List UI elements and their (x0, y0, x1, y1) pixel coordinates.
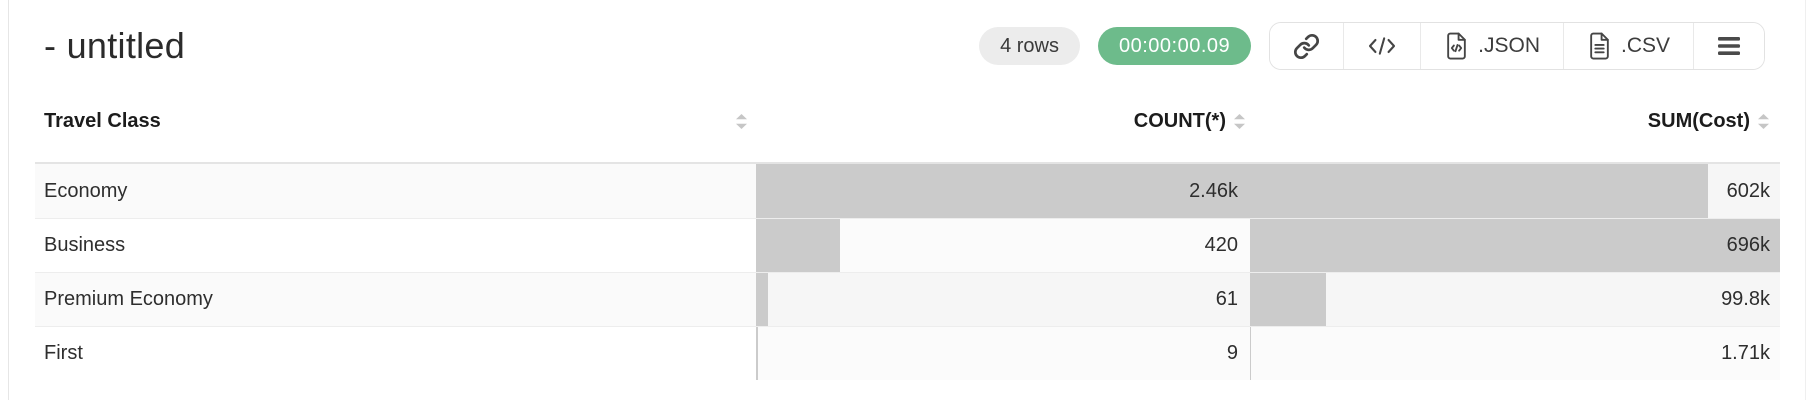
cell-sum-cost[interactable]: 602k (1250, 164, 1780, 218)
cell-value: 602k (1726, 179, 1770, 202)
export-button-group: .JSON .CSV (1269, 22, 1765, 70)
sum-bar (1250, 327, 1252, 380)
cell-value: 2.46k (1189, 179, 1238, 202)
link-icon (1294, 33, 1320, 59)
result-table: Travel Class COUNT(*) SUM(Cost) (35, 96, 1780, 380)
query-title[interactable]: - untitled (44, 25, 186, 66)
column-header-travel-class[interactable]: Travel Class (35, 96, 756, 146)
sum-bar (1250, 164, 1709, 218)
panel-right-border (1805, 0, 1806, 400)
row-count-badge: 4 rows (979, 27, 1080, 65)
count-bar (756, 219, 841, 272)
hamburger-menu-icon (1718, 37, 1740, 55)
panel-left-border (8, 0, 9, 400)
cell-sum-cost[interactable]: 1.71k (1250, 327, 1780, 380)
cell-value: 99.8k (1721, 288, 1770, 310)
sort-icon (736, 113, 747, 129)
cell-value: 61 (1215, 288, 1238, 310)
cell-sum-cost[interactable]: 696k (1250, 219, 1780, 272)
cell-value: 9 (1226, 342, 1238, 364)
cell-travel-class[interactable]: Premium Economy (35, 273, 756, 326)
table-body: Economy 2.46k 602k Business 420 (35, 164, 1780, 380)
table-row: Business 420 696k (35, 218, 1780, 272)
cell-travel-class[interactable]: Business (44, 234, 126, 256)
cell-count[interactable]: 61 (756, 273, 1250, 326)
count-bar (756, 327, 758, 380)
cell-value: 696k (1726, 234, 1770, 256)
cell-sum-cost[interactable]: 99.8k (1250, 273, 1780, 326)
column-header-count[interactable]: COUNT(*) (756, 96, 1250, 146)
column-label: COUNT(*) (1133, 109, 1226, 132)
column-label: Travel Class (44, 109, 161, 132)
json-button-label: .JSON (1478, 34, 1540, 57)
table-row: Economy 2.46k 602k (35, 164, 1780, 218)
download-json-button[interactable]: .JSON (1420, 23, 1563, 69)
cell-travel-class[interactable]: Economy (35, 164, 756, 218)
cell-count[interactable]: 2.46k (756, 164, 1250, 218)
cell-value: 420 (1204, 234, 1238, 256)
table-row: First 9 1.71k (35, 326, 1780, 380)
table-header-row: Travel Class COUNT(*) SUM(Cost) (35, 96, 1780, 146)
cell-travel-class[interactable]: First (44, 342, 83, 364)
sum-bar (1250, 273, 1326, 326)
file-code-icon (1447, 32, 1466, 60)
csv-button-label: .CSV (1620, 34, 1670, 57)
header-underline (35, 146, 1780, 164)
sum-bar (1250, 219, 1780, 272)
cell-count[interactable]: 9 (756, 327, 1250, 380)
view-code-button[interactable] (1343, 23, 1421, 69)
table-row: Premium Economy 61 99.8k (35, 272, 1780, 326)
column-label: SUM(Cost) (1647, 109, 1750, 132)
download-csv-button[interactable]: .CSV (1562, 23, 1693, 69)
code-icon (1369, 37, 1396, 55)
file-text-icon (1590, 32, 1609, 60)
query-duration-badge: 00:00:00.09 (1097, 27, 1252, 65)
copy-link-button[interactable] (1270, 23, 1344, 69)
sort-icon (1234, 113, 1245, 129)
sort-icon (1758, 113, 1769, 129)
count-bar (756, 273, 769, 326)
result-toolbar: 4 rows 00:00:00.09 (979, 22, 1765, 70)
cell-value: 1.71k (1721, 342, 1770, 364)
more-options-button[interactable] (1693, 23, 1764, 69)
result-header: - untitled 4 rows 00:00:00.09 (9, 0, 1805, 92)
count-bar (756, 164, 1250, 218)
cell-count[interactable]: 420 (756, 219, 1250, 272)
column-header-sum-cost[interactable]: SUM(Cost) (1250, 96, 1780, 146)
